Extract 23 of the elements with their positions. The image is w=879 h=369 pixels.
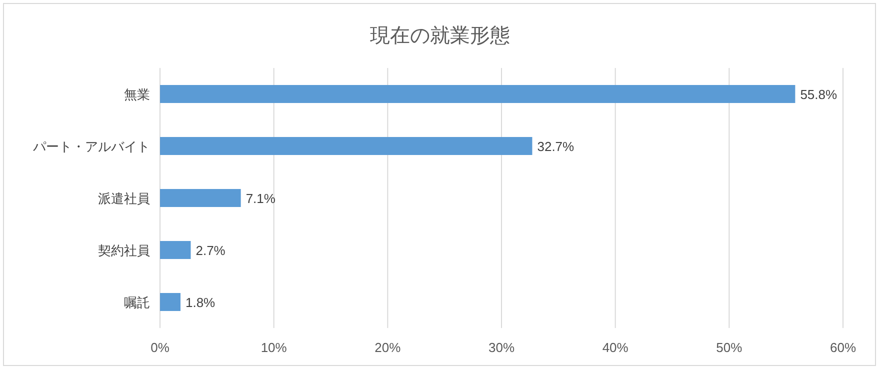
x-tick-label: 10% <box>260 340 288 355</box>
data-label: 32.7% <box>537 139 575 154</box>
bar <box>160 189 241 207</box>
data-label: 1.8% <box>185 295 216 310</box>
x-tick-label: 40% <box>602 340 629 355</box>
y-tick-label: 契約社員 <box>98 243 150 258</box>
data-label: 2.7% <box>196 243 226 258</box>
y-tick-label: パート・アルバイト <box>32 139 150 154</box>
bar <box>160 137 532 155</box>
y-tick-label: 嘱託 <box>124 295 150 310</box>
bar <box>160 85 796 103</box>
y-tick-label: 無業 <box>124 87 150 102</box>
chart-title: 現在の就業形態 <box>370 25 510 47</box>
data-label: 55.8% <box>800 87 838 102</box>
x-tick-label: 60% <box>830 340 856 355</box>
x-tick-label: 30% <box>488 340 515 355</box>
x-tick-label: 50% <box>716 340 743 355</box>
y-tick-label: 派遣社員 <box>98 191 150 206</box>
x-tick-label: 0% <box>150 340 170 355</box>
bar <box>160 293 180 311</box>
data-label: 7.1% <box>246 191 276 206</box>
x-tick-label: 20% <box>374 340 402 355</box>
bar <box>160 241 191 259</box>
